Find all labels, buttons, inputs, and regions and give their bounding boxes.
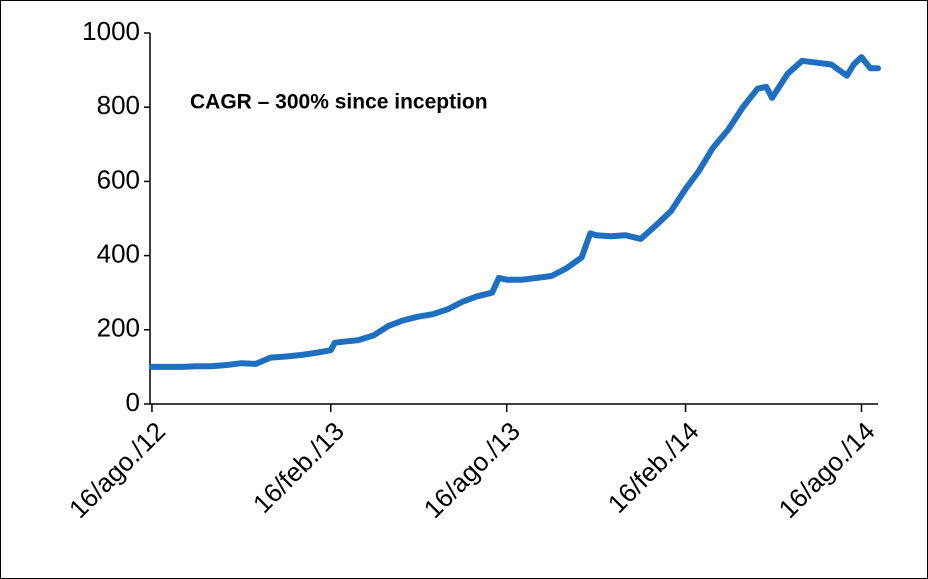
- y-tick-label: 0: [126, 387, 140, 417]
- y-tick-label: 1000: [82, 16, 140, 46]
- y-tick-label: 600: [97, 164, 140, 194]
- y-tick-label: 400: [97, 238, 140, 268]
- annotation: CAGR – 300% since inception: [190, 91, 488, 114]
- y-tick-label: 800: [97, 90, 140, 120]
- line: [148, 54, 881, 370]
- y-tick-label: 200: [97, 313, 140, 343]
